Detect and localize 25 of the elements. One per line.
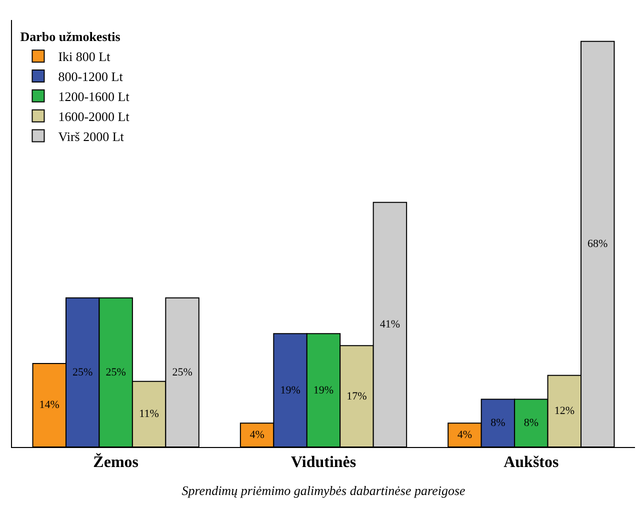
data-label: 19% [280, 384, 300, 396]
x-tick-label: Aukštos [504, 454, 559, 472]
data-label: 68% [588, 238, 608, 250]
data-label: 25% [172, 366, 192, 378]
x-tick-label: Vidutinės [290, 454, 356, 472]
data-label: 19% [313, 384, 334, 396]
legend-label: 800-1200 Lt [58, 69, 124, 84]
data-label: 4% [457, 429, 472, 442]
data-label: 4% [250, 429, 264, 442]
data-label: 12% [554, 405, 574, 418]
legend-label: 1200-1600 Lt [58, 88, 130, 104]
x-tick-label: Žemos [93, 453, 138, 472]
legend-title: Darbo užmokestis [20, 29, 120, 44]
data-label: 17% [346, 390, 367, 402]
data-label: 8% [490, 417, 506, 430]
data-label: 25% [72, 366, 93, 378]
data-label: 25% [106, 366, 126, 378]
data-label: 41% [380, 318, 400, 331]
legend-label: Iki 800 Lt [58, 49, 111, 64]
data-label: 14% [39, 399, 60, 412]
legend-label: Virš 2000 Lt [58, 128, 124, 144]
x-axis-title: Sprendimų priėmimo galimybės dabartinėse pareigose [182, 482, 466, 498]
data-label: 8% [524, 417, 538, 430]
data-label: 11% [139, 408, 159, 420]
legend-label: 1600-2000 Lt [58, 108, 130, 124]
